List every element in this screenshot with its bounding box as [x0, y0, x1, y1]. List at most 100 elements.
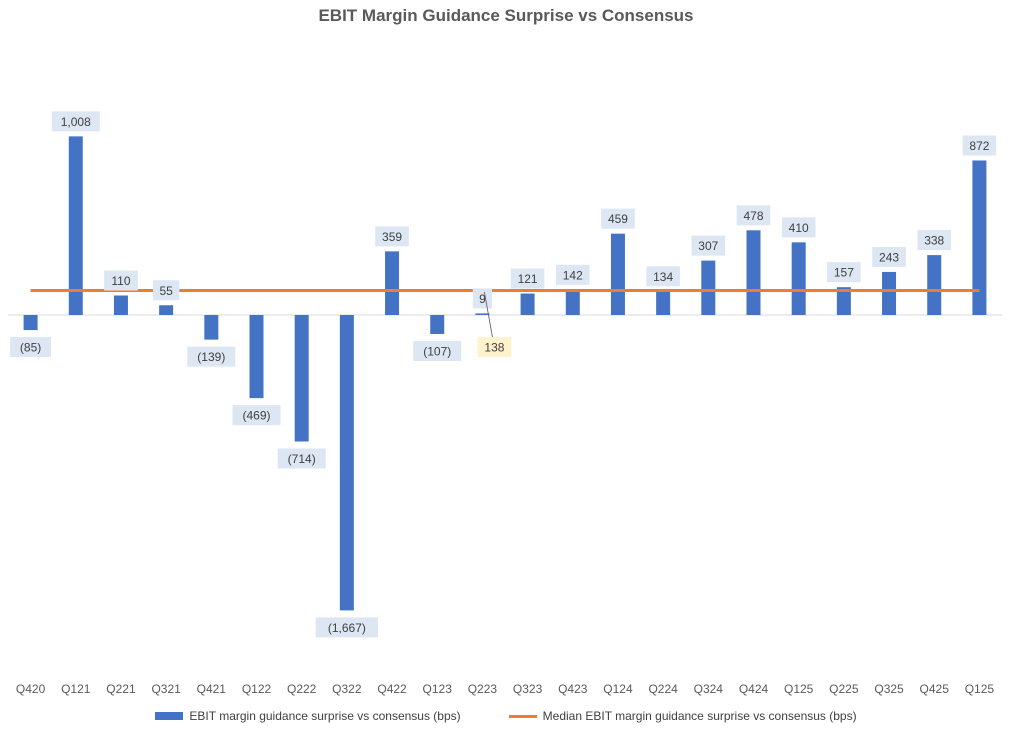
bar-q222-6 — [294, 315, 309, 442]
data-label-4: (139) — [187, 346, 236, 367]
data-label-17-text: 410 — [789, 221, 809, 235]
data-label-10: 9 — [472, 288, 493, 309]
data-label-18: 157 — [827, 262, 861, 283]
data-label-6-text: (714) — [288, 452, 316, 466]
legend: EBIT margin guidance surprise vs consens… — [0, 709, 1012, 723]
median-data-label-box — [477, 337, 512, 357]
data-label-5-box — [232, 405, 281, 426]
data-label-3: 55 — [152, 280, 180, 301]
data-label-16: 478 — [736, 205, 771, 226]
x-tick-label-11: Q323 — [513, 682, 543, 696]
data-label-19: 243 — [872, 246, 906, 267]
data-label-17: 410 — [781, 217, 816, 238]
data-label-1: 1,008 — [51, 111, 100, 132]
data-label-3-text: 55 — [159, 284, 173, 298]
median-data-label: 138 — [477, 337, 512, 357]
x-tick-label-3: Q321 — [151, 682, 181, 696]
data-label-21-box — [962, 135, 997, 156]
bar-q121-1 — [68, 136, 83, 315]
bar-q423-12 — [565, 289, 580, 315]
legend-item-median[interactable]: Median EBIT margin guidance surprise vs … — [508, 709, 857, 723]
bar-q324-15 — [701, 260, 716, 315]
data-label-11-box — [510, 268, 545, 289]
data-label-15-text: 307 — [698, 239, 718, 253]
data-label-9-box — [413, 340, 462, 361]
data-label-13: 459 — [601, 208, 635, 229]
x-tick-label-13: Q124 — [603, 682, 633, 696]
data-label-8-box — [375, 226, 409, 247]
data-label-17-box — [781, 217, 816, 238]
x-tick-label-17: Q125 — [784, 682, 814, 696]
legend-line-swatch — [508, 714, 537, 718]
data-label-13-box — [601, 208, 635, 229]
data-label-20: 338 — [917, 230, 952, 251]
data-label-20-box — [917, 230, 952, 251]
data-label-18-text: 157 — [834, 266, 854, 280]
bar-q422-8 — [385, 251, 400, 315]
data-label-0-text: (85) — [20, 341, 41, 355]
x-tick-label-20: Q425 — [920, 682, 950, 696]
data-label-13-text: 459 — [608, 212, 628, 226]
data-label-16-box — [736, 205, 771, 226]
data-label-20-text: 338 — [924, 234, 944, 248]
bar-q424-16 — [746, 230, 761, 315]
data-label-1-box — [51, 111, 100, 132]
bars-layer — [8, 136, 1002, 611]
data-label-21: 872 — [962, 135, 997, 156]
bar-q322-7 — [339, 315, 354, 611]
legend-bar-label: EBIT margin guidance surprise vs consens… — [189, 709, 461, 723]
bar-q321-3 — [159, 305, 174, 315]
x-tick-label-21: Q125 — [965, 682, 995, 696]
data-label-2-text: 110 — [111, 274, 130, 288]
bar-q125-21 — [972, 160, 987, 315]
median-data-label-text: 138 — [484, 341, 504, 355]
x-tick-label-12: Q423 — [558, 682, 588, 696]
data-labels-layer: (85) 1,008 110 55 (139) (469) (714) (1,667) 359 (… — [10, 111, 997, 638]
x-tick-label-14: Q224 — [648, 682, 678, 696]
bar-q223-10 — [475, 313, 490, 315]
data-label-4-text: (139) — [197, 350, 225, 364]
data-label-7: (1,667) — [315, 617, 379, 638]
data-label-14-box — [646, 266, 680, 287]
x-tick-label-10: Q223 — [468, 682, 498, 696]
data-label-6-box — [277, 448, 326, 469]
data-label-16-text: 478 — [743, 209, 763, 223]
bar-q325-19 — [882, 271, 897, 315]
x-tick-label-2: Q221 — [106, 682, 136, 696]
data-label-2-box — [104, 270, 138, 291]
x-tick-label-16: Q424 — [739, 682, 769, 696]
legend-bar-swatch — [155, 712, 184, 720]
x-tick-label-4: Q421 — [197, 682, 227, 696]
data-label-5: (469) — [232, 405, 281, 426]
bar-q420-0 — [23, 315, 38, 331]
x-tick-labels-layer: Q420 Q121 Q221 Q321 Q421 Q122 Q222 Q322 Q422 Q123… — [16, 682, 994, 696]
data-label-19-text: 243 — [879, 250, 899, 264]
data-label-5-text: (469) — [242, 409, 270, 423]
bar-q323-11 — [520, 293, 535, 315]
bar-q122-5 — [249, 315, 264, 399]
data-label-0-box — [10, 337, 51, 358]
data-label-21-text: 872 — [969, 139, 989, 153]
bar-q225-18 — [836, 287, 851, 315]
data-label-11-text: 121 — [518, 272, 538, 286]
data-label-9: (107) — [413, 340, 462, 361]
data-label-7-text: (1,667) — [328, 621, 366, 635]
bar-q124-13 — [610, 233, 625, 315]
data-label-8: 359 — [375, 226, 409, 247]
chart-plot: (85) 1,008 110 55 (139) (469) (714) (1,667) 359 (… — [8, 111, 1002, 696]
x-tick-label-15: Q324 — [694, 682, 724, 696]
data-label-6: (714) — [277, 448, 326, 469]
data-label-0: (85) — [10, 337, 51, 358]
x-tick-label-7: Q322 — [332, 682, 362, 696]
x-tick-label-8: Q422 — [377, 682, 407, 696]
data-label-2: 110 — [104, 270, 138, 291]
chart-title: EBIT Margin Guidance Surprise vs Consens… — [318, 6, 694, 25]
legend-item-bars[interactable]: EBIT margin guidance surprise vs consens… — [155, 709, 461, 723]
data-label-19-box — [872, 246, 906, 267]
data-label-12-box — [555, 264, 590, 285]
data-label-3-box — [152, 280, 180, 301]
data-label-14: 134 — [646, 266, 680, 287]
data-label-15-box — [691, 235, 726, 256]
bar-q421-4 — [204, 315, 219, 340]
x-tick-label-6: Q222 — [287, 682, 317, 696]
